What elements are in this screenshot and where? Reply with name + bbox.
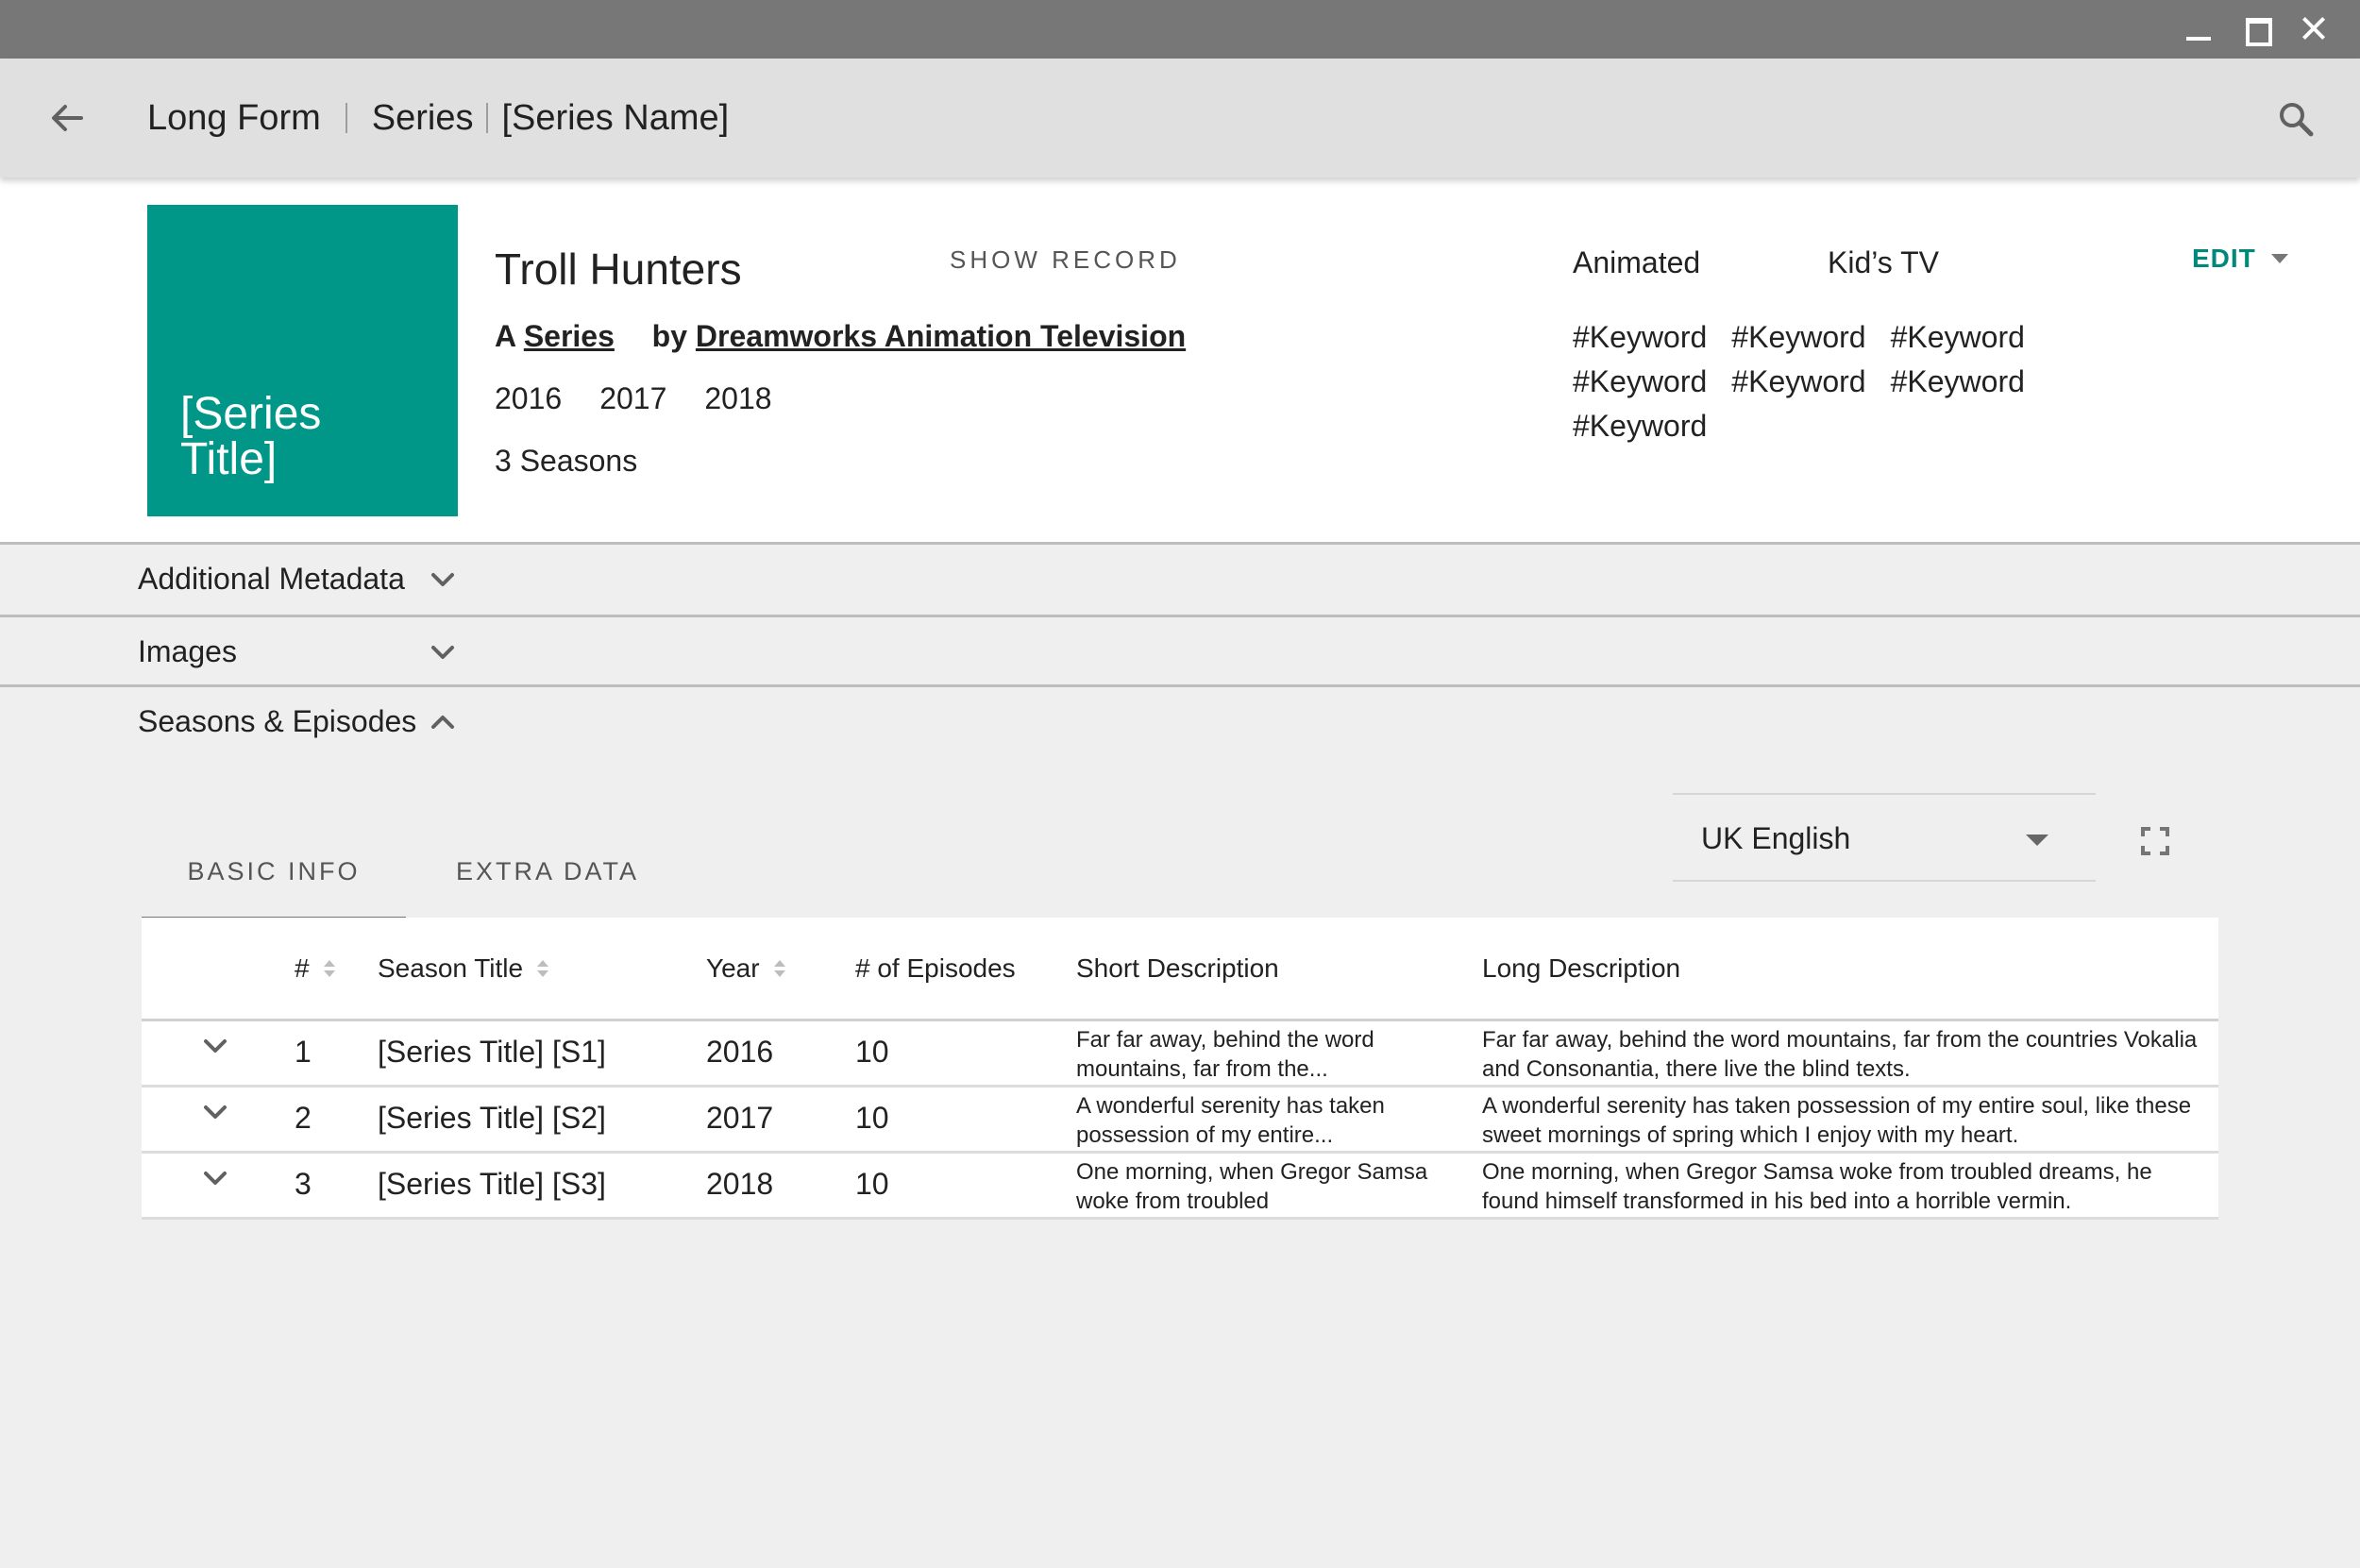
year-item: 2016 <box>495 381 563 415</box>
series-years: 2016 2017 2018 <box>495 381 772 416</box>
cell-season-title: [Series Title] [S3] <box>378 1167 606 1201</box>
cell-short-description: One morning, when Gregor Samsa woke from… <box>1076 1159 1428 1214</box>
breadcrumb-divider <box>486 103 489 133</box>
minimize-icon[interactable] <box>2183 13 2215 45</box>
byline-prefix: A <box>495 319 515 353</box>
table-row[interactable]: 2 [Series Title] [S2] 2017 10 A wonderfu… <box>142 1087 2218 1154</box>
chevron-down-icon[interactable] <box>200 1163 230 1193</box>
chevron-down-icon[interactable] <box>200 1031 230 1061</box>
cell-short-description: A wonderful serenity has taken possessio… <box>1076 1093 1385 1148</box>
column-label: # of Episodes <box>855 953 1016 983</box>
accordion-label: Additional Metadata <box>138 562 405 596</box>
cell-year: 2016 <box>706 1035 774 1069</box>
cell-episodes: 10 <box>855 1101 889 1135</box>
keyword-tag[interactable]: #Keyword <box>1573 364 1708 398</box>
cell-episodes: 10 <box>855 1035 889 1069</box>
cell-season-title: [Series Title] [S1] <box>378 1035 606 1069</box>
seasons-count: 3 Seasons <box>495 444 638 478</box>
breadcrumb-long-form[interactable]: Long Form <box>147 97 321 138</box>
chevron-up-icon <box>427 706 459 738</box>
cell-long-description: Far far away, behind the word mountains,… <box>1482 1027 2198 1082</box>
keyword-list: #Keyword #Keyword #Keyword #Keyword #Key… <box>1573 317 2026 447</box>
cell-long-description: A wonderful serenity has taken possessio… <box>1482 1093 2192 1148</box>
cell-number: 3 <box>295 1167 312 1201</box>
fullscreen-icon[interactable] <box>2139 825 2171 857</box>
accordion-label: Seasons & Episodes <box>138 704 417 738</box>
edit-button[interactable]: EDIT <box>2192 244 2288 274</box>
genre-tag: Animated <box>1573 245 1701 279</box>
cell-season-title: [Series Title] [S2] <box>378 1101 606 1135</box>
breadcrumb-divider <box>345 103 347 133</box>
column-header-year[interactable]: Year <box>706 953 786 984</box>
byline-type-link[interactable]: Series <box>523 319 615 353</box>
language-select[interactable]: UK English <box>1673 793 2096 882</box>
keyword-tag[interactable]: #Keyword <box>1731 364 1866 398</box>
chevron-down-icon <box>427 636 459 668</box>
language-value: UK English <box>1701 821 1851 855</box>
sort-icon[interactable] <box>323 958 336 979</box>
table-row[interactable]: 3 [Series Title] [S3] 2018 10 One mornin… <box>142 1154 2218 1220</box>
column-label: Season Title <box>378 953 524 983</box>
breadcrumb-series-name: [Series Name] <box>501 97 730 138</box>
table-header: # Season Title Year # of Episodes Short … <box>142 918 2218 1021</box>
chevron-down-icon <box>427 564 459 596</box>
cell-year: 2018 <box>706 1167 774 1201</box>
column-label: Year <box>706 953 760 983</box>
cell-number: 2 <box>295 1101 312 1135</box>
show-record-button[interactable]: SHOW RECORD <box>950 245 1181 274</box>
sort-icon[interactable] <box>536 958 549 979</box>
maximize-icon[interactable] <box>2241 13 2273 46</box>
column-header-number[interactable]: # <box>295 953 336 984</box>
column-header-short-description: Short Description <box>1076 953 1279 984</box>
seasons-table: # Season Title Year # of Episodes Short … <box>142 918 2218 1220</box>
edit-label: EDIT <box>2192 244 2256 273</box>
year-item: 2018 <box>704 381 772 415</box>
table-row[interactable]: 1 [Series Title] [S1] 2016 10 Far far aw… <box>142 1021 2218 1087</box>
year-item: 2017 <box>599 381 667 415</box>
accordion-additional-metadata[interactable]: Additional Metadata <box>0 542 2360 615</box>
close-icon[interactable] <box>2298 13 2330 45</box>
search-icon[interactable] <box>2275 98 2317 140</box>
breadcrumb: Long Form Series [Series Name] <box>147 91 729 145</box>
genre-tag: Kid’s TV <box>1828 245 1939 279</box>
keyword-tag[interactable]: #Keyword <box>1890 364 2025 398</box>
cell-long-description: One morning, when Gregor Samsa woke from… <box>1482 1159 2152 1214</box>
series-header: [Series Title] Troll Hunters SHOW RECORD… <box>0 177 2360 542</box>
keyword-tag[interactable]: #Keyword <box>1573 409 1708 443</box>
accordion-seasons-episodes[interactable]: Seasons & Episodes <box>0 687 2360 760</box>
column-header-season-title[interactable]: Season Title <box>378 953 549 984</box>
breadcrumb-series[interactable]: Series <box>371 97 474 138</box>
column-label: Short Description <box>1076 953 1279 983</box>
cell-episodes: 10 <box>855 1167 889 1201</box>
poster-title: [Series Title] <box>180 389 322 484</box>
caret-down-icon <box>2026 835 2048 846</box>
app-bar: Long Form Series [Series Name] <box>0 59 2360 177</box>
sort-icon[interactable] <box>773 958 786 979</box>
caret-down-icon <box>2270 254 2288 263</box>
keyword-tag[interactable]: #Keyword <box>1890 320 2025 354</box>
keyword-tag[interactable]: #Keyword <box>1573 320 1708 354</box>
cell-short-description: Far far away, behind the word mountains,… <box>1076 1027 1374 1082</box>
cell-number: 1 <box>295 1035 312 1069</box>
column-label: # <box>295 953 310 983</box>
byline-by: by <box>651 319 688 353</box>
chevron-down-icon[interactable] <box>200 1097 230 1127</box>
tab-extra-data[interactable]: EXTRA DATA <box>455 857 640 885</box>
column-header-episodes: # of Episodes <box>855 953 1016 984</box>
arrow-left-icon[interactable] <box>45 96 89 140</box>
cell-year: 2017 <box>706 1101 774 1135</box>
accordion-images[interactable]: Images <box>0 615 2360 687</box>
byline-studio-link[interactable]: Dreamworks Animation Television <box>695 319 1187 353</box>
column-header-long-description: Long Description <box>1482 953 1680 984</box>
accordion-label: Images <box>138 634 237 668</box>
column-label: Long Description <box>1482 953 1681 983</box>
keyword-tag[interactable]: #Keyword <box>1731 320 1866 354</box>
window-titlebar <box>0 0 2360 59</box>
series-title: Troll Hunters <box>495 244 742 294</box>
season-tabs: BASIC INFO EXTRA DATA <box>142 829 935 921</box>
series-poster: [Series Title] <box>147 205 458 516</box>
tab-basic-info[interactable]: BASIC INFO <box>142 857 406 921</box>
series-byline: A Series by Dreamworks Animation Televis… <box>495 319 1186 354</box>
